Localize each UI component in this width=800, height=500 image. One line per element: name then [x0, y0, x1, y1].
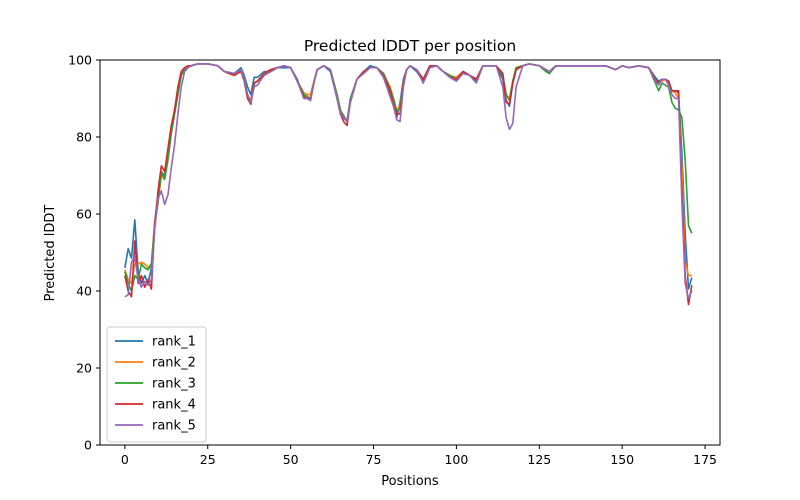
series-line-rank_2 [124, 63, 692, 285]
x-tick-label: 125 [527, 452, 551, 467]
x-tick-label: 0 [121, 452, 129, 467]
x-tick-label: 25 [200, 452, 216, 467]
legend: rank_1 rank_2 rank_3 rank_4 rank_5 [106, 326, 207, 443]
chart-title: Predicted lDDT per position [304, 37, 516, 55]
legend-label-rank_4: rank_4 [152, 398, 196, 413]
x-tick-label: 100 [444, 452, 468, 467]
y-tick-label: 40 [76, 284, 92, 299]
y-tick-label: 100 [68, 53, 92, 68]
y-tick-label: 0 [84, 438, 92, 453]
x-axis-label: Positions [381, 474, 439, 489]
x-tick-label: 175 [693, 452, 717, 467]
legend-box [106, 326, 207, 443]
legend-label-rank_1: rank_1 [152, 335, 196, 350]
x-tick-label: 50 [283, 452, 299, 467]
axes-frame [99, 59, 721, 446]
series-line-rank_1 [124, 63, 693, 290]
y-axis-label: Predicted lDDT [43, 205, 58, 302]
y-tick-label: 20 [76, 361, 92, 376]
legend-label-rank_2: rank_2 [152, 356, 196, 371]
y-tick-label: 60 [76, 207, 92, 222]
y-tick-label: 80 [76, 130, 92, 145]
legend-label-rank_3: rank_3 [152, 377, 196, 392]
x-axis-ticks: 0 25 50 75 100 125 150 175 [121, 445, 717, 467]
series-line-rank_3 [124, 63, 693, 292]
series-line-rank_5 [124, 63, 693, 300]
y-axis-ticks: 0 20 40 60 80 100 [68, 53, 100, 453]
x-tick-label: 75 [366, 452, 382, 467]
series-line-rank_4 [124, 63, 693, 306]
x-tick-label: 150 [610, 452, 634, 467]
plot-area [99, 59, 721, 446]
legend-label-rank_5: rank_5 [152, 419, 196, 434]
